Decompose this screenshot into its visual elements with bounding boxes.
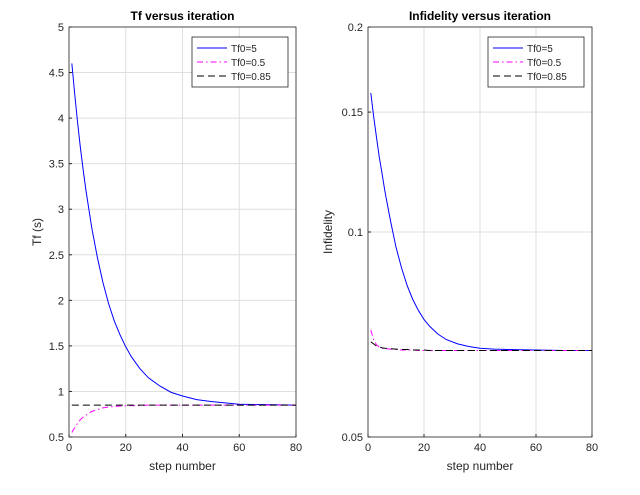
- x-tick-label: 60: [530, 442, 542, 454]
- y-tick-label: 5: [58, 22, 64, 34]
- legend-label: Tf0=5: [231, 44, 257, 55]
- series-line: [370, 92, 592, 351]
- y-axis-label: Tf (s): [30, 218, 44, 246]
- y-tick-label: 0.05: [342, 432, 363, 444]
- chart-title: Tf versus iteration: [130, 9, 234, 23]
- legend-box: [191, 36, 289, 88]
- legend-label: Tf0=0.5: [231, 58, 266, 69]
- y-tick-label: 0.15: [342, 107, 363, 119]
- y-tick-label: 0.5: [49, 432, 64, 444]
- y-tick-label: 0.2: [348, 22, 363, 34]
- x-tick-label: 0: [365, 442, 371, 454]
- y-tick-label: 1: [58, 386, 64, 398]
- x-tick-label: 80: [290, 442, 302, 454]
- series-line: [71, 63, 296, 406]
- x-axis-label: step number: [447, 459, 514, 473]
- legend-label: Tf0=5: [527, 44, 553, 55]
- series-line: [370, 341, 592, 351]
- legend-box: [487, 36, 585, 88]
- y-tick-label: 2.5: [49, 250, 64, 262]
- y-axis-label: Infidelity: [321, 210, 335, 254]
- y-tick-label: 2: [58, 295, 64, 307]
- y-tick-label: 1.5: [49, 341, 64, 353]
- y-tick-label: 4.5: [49, 68, 64, 80]
- axes-box: [367, 26, 593, 438]
- x-tick-label: 20: [418, 442, 430, 454]
- x-tick-label: 40: [474, 442, 486, 454]
- legend-label: Tf0=0.5: [527, 58, 562, 69]
- y-tick-label: 4: [58, 113, 64, 125]
- x-tick-label: 0: [66, 442, 72, 454]
- x-axis-label: step number: [149, 459, 216, 473]
- legend-label: Tf0=0.85: [527, 72, 567, 83]
- axes-box: [68, 26, 297, 438]
- y-tick-label: 0.1: [348, 227, 363, 239]
- y-tick-label: 3: [58, 204, 64, 216]
- x-tick-label: 40: [176, 442, 188, 454]
- x-tick-label: 20: [120, 442, 132, 454]
- y-tick-label: 3.5: [49, 159, 64, 171]
- x-tick-label: 80: [586, 442, 598, 454]
- chart-title: Infidelity versus iteration: [409, 9, 551, 23]
- legend-label: Tf0=0.85: [231, 72, 271, 83]
- x-tick-label: 60: [233, 442, 245, 454]
